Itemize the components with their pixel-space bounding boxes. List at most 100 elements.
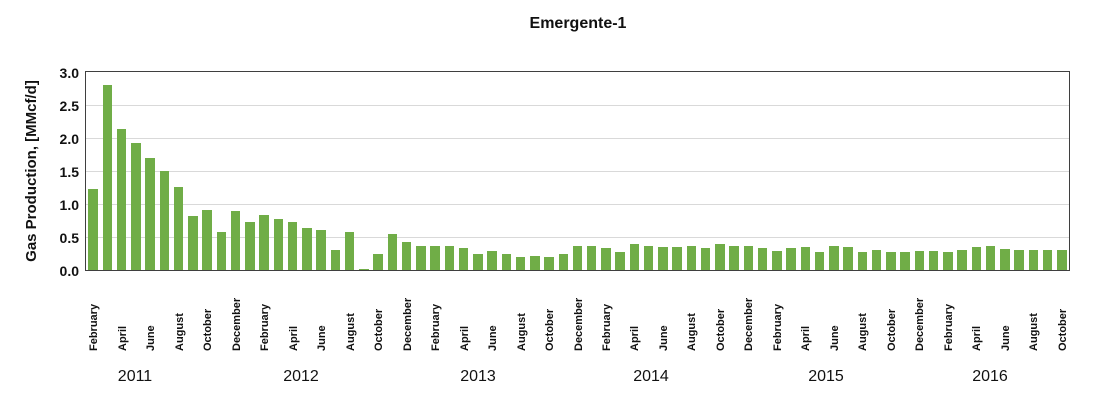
bar-july-2011 — [159, 171, 170, 270]
year-label: 2016 — [972, 368, 1008, 385]
x-tick-label: June — [828, 325, 841, 351]
x-tick-label: June — [657, 325, 670, 351]
x-tick-label: December — [401, 297, 414, 351]
bar-march-2011 — [102, 85, 113, 270]
y-tick-label: 3.0 — [59, 64, 79, 81]
year-label: 2013 — [460, 368, 496, 385]
bar-june-2014 — [658, 246, 668, 270]
bar-january-2013 — [416, 246, 426, 270]
bar-july-2013 — [501, 254, 512, 270]
bar-june-2012 — [316, 230, 326, 270]
x-tick-label: April — [800, 325, 813, 351]
bar-january-2015 — [757, 248, 768, 270]
bar-september-2012 — [359, 268, 369, 270]
bar-july-2014 — [672, 246, 682, 270]
bar-november-2012 — [387, 234, 398, 270]
y-tick-label: 0.5 — [59, 229, 79, 246]
bar-march-2013 — [444, 245, 455, 270]
bar-august-2012 — [344, 231, 355, 270]
bar-august-2015 — [857, 251, 868, 270]
y-tick-label: 0.0 — [59, 262, 79, 279]
x-tick-label: June — [316, 325, 329, 351]
x-tick-label: June — [145, 325, 158, 351]
x-tick-label: August — [344, 313, 357, 351]
x-tick-label: April — [287, 325, 300, 351]
x-tick-label: December — [914, 297, 927, 351]
x-tick-label: October — [373, 308, 386, 351]
x-tick-label: June — [487, 325, 500, 351]
bar-november-2013 — [558, 254, 568, 270]
gridline — [86, 171, 1069, 172]
bar-may-2013 — [473, 253, 483, 270]
x-tick-label: August — [686, 313, 699, 351]
x-tick-label: April — [116, 325, 129, 351]
bar-june-2016 — [1000, 248, 1010, 270]
bar-october-2016 — [1057, 249, 1067, 270]
gridline — [86, 237, 1069, 238]
year-label: 2014 — [633, 368, 669, 385]
x-tick-label: August — [1028, 313, 1041, 351]
bar-october-2014 — [715, 243, 725, 270]
bar-february-2012 — [259, 214, 269, 270]
x-tick-label: December — [743, 297, 756, 351]
bar-march-2015 — [786, 248, 796, 270]
x-tick-label: December — [572, 297, 585, 351]
bar-february-2011 — [88, 188, 98, 270]
bar-january-2016 — [928, 250, 939, 270]
bar-november-2014 — [729, 246, 739, 270]
bar-june-2015 — [829, 246, 839, 270]
x-tick-label: October — [1056, 308, 1069, 351]
plot-area — [85, 71, 1070, 271]
bar-september-2014 — [700, 248, 711, 270]
bar-february-2015 — [772, 250, 782, 270]
bar-april-2014 — [629, 243, 640, 270]
bar-april-2011 — [116, 129, 127, 270]
bar-april-2015 — [800, 246, 811, 270]
bar-october-2012 — [373, 254, 383, 270]
bar-july-2016 — [1014, 249, 1024, 270]
year-label: 2015 — [808, 368, 844, 385]
year-label: 2012 — [283, 368, 319, 385]
bar-august-2013 — [515, 257, 526, 270]
x-tick-label: October — [885, 308, 898, 351]
x-tick-label: April — [458, 325, 471, 351]
bar-may-2016 — [985, 245, 996, 270]
gridline — [86, 105, 1069, 106]
x-tick-label: October — [714, 308, 727, 351]
x-tick-label: October — [202, 308, 215, 351]
x-tick-label: April — [971, 325, 984, 351]
x-tick-label: June — [999, 325, 1012, 351]
gridline — [86, 204, 1069, 205]
bar-january-2014 — [586, 246, 597, 270]
bar-june-2011 — [145, 157, 155, 270]
bar-october-2011 — [202, 209, 212, 270]
y-tick-label: 2.5 — [59, 97, 79, 114]
x-tick-label: February — [259, 303, 272, 351]
bar-may-2011 — [131, 142, 141, 270]
bar-february-2016 — [943, 251, 953, 270]
bar-april-2016 — [971, 246, 982, 270]
bar-march-2016 — [957, 249, 967, 270]
bar-july-2012 — [330, 249, 341, 270]
bar-august-2011 — [173, 186, 184, 270]
bar-december-2015 — [914, 250, 925, 270]
gridline — [86, 138, 1069, 139]
bar-february-2013 — [430, 245, 440, 270]
bar-january-2012 — [245, 222, 255, 270]
year-label: 2011 — [117, 368, 153, 385]
x-tick-label: February — [771, 303, 784, 351]
bar-september-2016 — [1042, 249, 1053, 270]
bar-december-2014 — [743, 245, 754, 270]
bar-september-2011 — [188, 215, 198, 270]
chart-title: Emergente-1 — [529, 15, 627, 32]
bar-october-2013 — [544, 256, 554, 270]
bar-july-2015 — [843, 246, 853, 270]
bar-december-2013 — [572, 245, 583, 270]
x-tick-label: February — [88, 303, 101, 351]
bar-may-2012 — [302, 228, 312, 270]
bar-march-2012 — [273, 218, 284, 270]
bar-september-2013 — [530, 256, 540, 270]
bar-june-2013 — [487, 250, 497, 270]
x-tick-label: February — [600, 303, 613, 351]
